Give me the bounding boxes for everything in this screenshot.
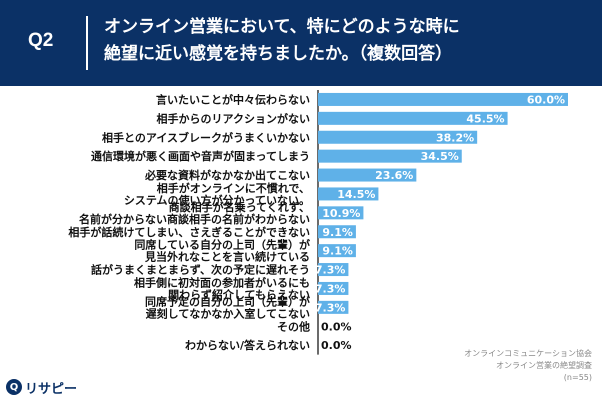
bar-7: [318, 225, 356, 239]
bar-3: [318, 149, 462, 163]
category-label-5-line-1: システムの使い方が分かっていない。: [124, 193, 310, 207]
value-label-7: 9.1%: [322, 226, 353, 239]
source-line-3: (n=55): [563, 373, 592, 382]
category-label-13-line-0: わからない/答えられない: [185, 338, 310, 352]
bar-11: [318, 300, 349, 314]
value-label-13: 0.0%: [321, 339, 352, 352]
brand-name: リサピー: [25, 381, 78, 397]
source-line-1: オンラインコミュニケーション協会: [464, 349, 592, 358]
title-line-2: 絶望に近い感覚を持ちましたか。（複数回答）: [104, 44, 453, 64]
category-label-8: 同席している自分の上司（先輩）が見当外れなことを言い続けている: [134, 238, 310, 264]
bar-8: [318, 244, 356, 258]
title-line-1: オンライン営業において、特にどのような時に: [104, 17, 460, 37]
category-label-9: 話がうまくまとまらず、次の予定に遅れそう: [91, 263, 310, 277]
category-label-8-line-0: 同席している自分の上司（先輩）が: [134, 238, 310, 252]
value-label-3: 34.5%: [421, 150, 459, 163]
category-label-7-line-0: 相手が話続けてしまい、さえぎることができない: [68, 225, 310, 239]
value-label-4: 23.6%: [375, 169, 413, 182]
category-label-4: 必要な資料がなかなか出てこない: [144, 168, 310, 182]
brand-icon: Q: [6, 379, 22, 395]
bar-5: [318, 187, 379, 201]
bar-9: [318, 263, 349, 277]
value-label-9: 7.3%: [315, 264, 346, 277]
category-label-12-line-0: その他: [277, 319, 310, 333]
category-label-2: 相手とのアイスブレークがうまくいかない: [102, 130, 310, 144]
value-label-11: 7.3%: [315, 301, 346, 314]
category-label-3-line-0: 通信環境が悪く画面や音声が固まってしまう: [91, 149, 310, 163]
value-label-0: 60.0%: [527, 93, 565, 106]
category-label-11-line-1: 遅刻してなかなか入室してこない: [146, 306, 310, 320]
category-label-4-line-0: 必要な資料がなかなか出てこない: [144, 168, 310, 182]
bar-2: [318, 130, 478, 144]
bar-0: [318, 92, 568, 106]
category-label-10-line-0: 相手側に初対面の参加者がいるにも: [134, 275, 310, 289]
value-label-10: 7.3%: [315, 282, 346, 295]
category-label-2-line-0: 相手とのアイスブレークがうまくいかない: [102, 130, 310, 144]
value-label-2: 38.2%: [436, 131, 474, 144]
bar-10: [318, 281, 349, 295]
category-label-10-line-1: 関わらず紹介してもらえない: [168, 287, 310, 301]
bar-6: [318, 206, 364, 220]
category-label-11-line-0: 同席予定の自分の上司（先輩）が: [145, 294, 310, 308]
value-label-8: 9.1%: [322, 245, 353, 258]
category-label-5: 相手がオンラインに不慣れで、システムの使い方が分かっていない。: [124, 181, 310, 207]
category-label-3: 通信環境が悪く画面や音声が固まってしまう: [91, 149, 310, 163]
category-label-11: 同席予定の自分の上司（先輩）が遅刻してなかなか入室してこない: [145, 294, 310, 320]
category-label-0-line-0: 言いたいことが中々伝わらない: [156, 92, 310, 106]
question-label: Q2: [28, 30, 54, 51]
bar-4: [318, 168, 417, 182]
category-label-0: 言いたいことが中々伝わらない: [156, 92, 310, 106]
category-label-5-line-0: 相手がオンラインに不慣れで、: [157, 181, 310, 195]
header-banner: Q2 オンライン営業において、特にどのような時に 絶望に近い感覚を持ちましたか。…: [0, 0, 602, 86]
source-note: オンラインコミュニケーション協会 オンライン営業の絶望調査 (n=55): [432, 348, 592, 384]
category-label-7: 相手が話続けてしまい、さえぎることができない: [68, 225, 310, 239]
chart-title: オンライン営業において、特にどのような時に 絶望に近い感覚を持ちましたか。（複数…: [104, 14, 584, 68]
category-label-8-line-1: 見当外れなことを言い続けている: [144, 250, 310, 264]
category-label-9-line-0: 話がうまくまとまらず、次の予定に遅れそう: [91, 263, 310, 277]
bar-chart: 言いたいことが中々伝わらない 60.0% 相手からのリアクションがない 45.5% 相手…: [68, 90, 568, 355]
category-label-10: 相手側に初対面の参加者がいるにも関わらず紹介してもらえない: [134, 275, 310, 301]
category-label-1-line-0: 相手からのリアクションがない: [157, 111, 310, 125]
value-label-1: 45.5%: [466, 112, 504, 125]
bar-1: [318, 111, 508, 125]
value-label-6: 10.9%: [322, 207, 360, 220]
value-label-12: 0.0%: [321, 320, 352, 333]
header-divider: [86, 16, 88, 70]
category-label-12: その他: [277, 319, 310, 333]
category-label-1: 相手からのリアクションがない: [157, 111, 310, 125]
category-label-6: 商談相手が名乗ってくれず、名前が分からない商談相手の名前がわからない: [79, 200, 310, 226]
category-label-6-line-1: 名前が分からない商談相手の名前がわからない: [79, 212, 310, 226]
category-label-6-line-0: 商談相手が名乗ってくれず、: [169, 200, 310, 214]
brand-logo: Q リサピー: [6, 376, 77, 398]
value-label-5: 14.5%: [337, 188, 375, 201]
source-line-2: オンライン営業の絶望調査: [496, 361, 592, 370]
category-label-13: わからない/答えられない: [185, 338, 310, 352]
